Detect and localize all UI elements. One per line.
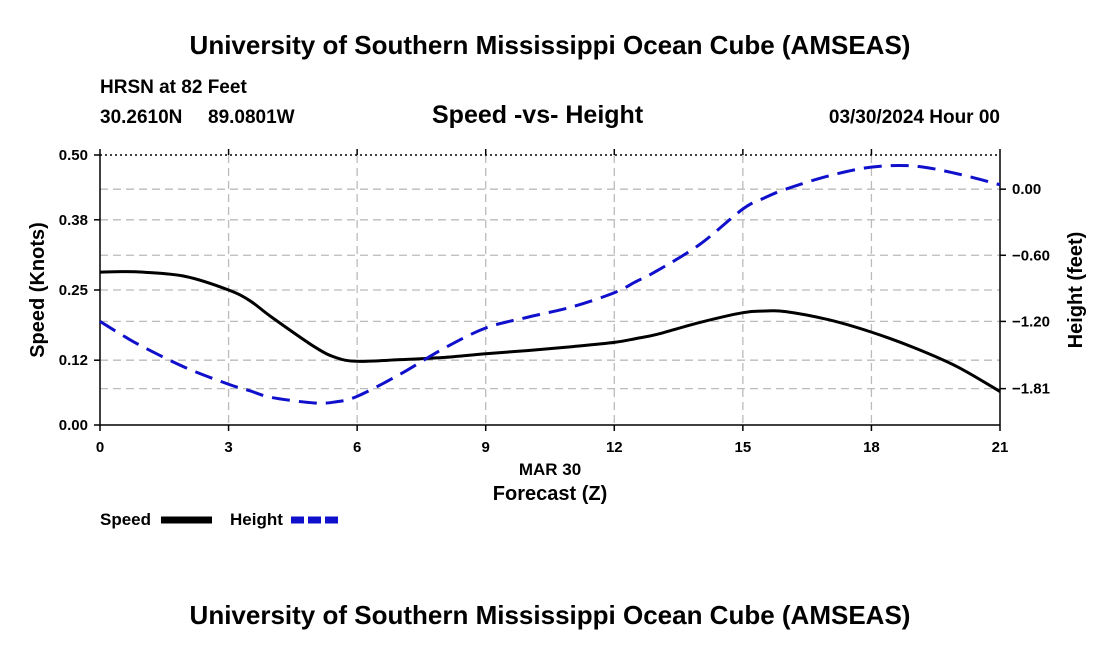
height-series-line	[99, 163, 1001, 405]
y-tick-label: 0.25	[59, 282, 88, 299]
y-axis-title: Speed (Knots)	[27, 222, 49, 358]
x-axis-sublabel: MAR 30	[519, 460, 581, 479]
x-tick-label: 9	[482, 439, 490, 456]
y-tick-label: 0.38	[59, 212, 88, 229]
x-axis-title: Forecast (Z)	[493, 483, 607, 505]
x-tick-label: 0	[96, 439, 104, 456]
y2-tick-label: −1.20	[1012, 313, 1050, 330]
station-latitude: 30.2610N	[100, 107, 183, 128]
legend-speed-label: Speed	[100, 510, 151, 529]
y2-tick-label: −0.60	[1012, 247, 1050, 264]
legend-height-label: Height	[230, 510, 283, 529]
y2-tick-label: 0.00	[1012, 181, 1041, 198]
x-tick-label: 18	[863, 439, 880, 456]
forecast-datetime: 03/30/2024 Hour 00	[828, 107, 1000, 128]
x-tick-label: 15	[735, 439, 752, 456]
y-tick-label: 0.50	[59, 147, 88, 164]
station-longitude: 89.0801W	[208, 107, 295, 128]
y2-axis-title: Height (feet)	[1065, 232, 1087, 349]
x-tick-label: 21	[992, 439, 1009, 456]
x-tick-label: 6	[353, 439, 361, 456]
footer-title: University of Southern Mississippi Ocean…	[189, 600, 911, 630]
y-tick-label: 0.12	[59, 352, 88, 369]
y-tick-label: 0.00	[59, 417, 88, 434]
y2-tick-label: −1.81	[1012, 381, 1050, 398]
speed-series-line	[99, 270, 1001, 393]
page-title: University of Southern Mississippi Ocean…	[189, 30, 911, 60]
chart-title: Speed -vs- Height	[432, 101, 644, 129]
x-tick-label: 3	[224, 439, 232, 456]
station-label: HRSN at 82 Feet	[100, 77, 247, 98]
x-tick-label: 12	[606, 439, 623, 456]
